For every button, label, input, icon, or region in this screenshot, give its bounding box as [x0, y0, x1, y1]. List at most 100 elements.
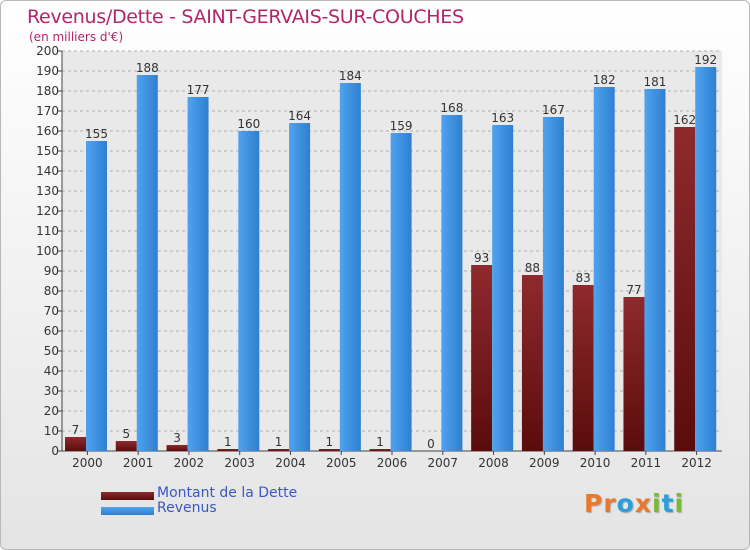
- logo-letter: i: [674, 489, 685, 518]
- x-tick-label: 2009: [529, 456, 560, 470]
- data-label-revenus: 177: [187, 83, 210, 97]
- bar-revenus: [136, 75, 158, 451]
- legend-label-dette: Montant de la Dette: [157, 485, 298, 501]
- x-tick-label: 2008: [478, 456, 509, 470]
- x-tick-label: 2010: [580, 456, 611, 470]
- y-tick-label: 20: [44, 404, 59, 418]
- bar-revenus: [492, 125, 514, 451]
- data-label-dette: 88: [525, 261, 540, 275]
- data-label-revenus: 182: [593, 73, 616, 87]
- bar-dette: [268, 449, 290, 451]
- y-tick-label: 180: [36, 84, 59, 98]
- data-label-dette: 7: [72, 423, 80, 437]
- y-tick-label: 140: [36, 164, 59, 178]
- data-label-revenus: 181: [644, 75, 667, 89]
- bar-revenus: [86, 141, 107, 451]
- bar-revenus: [644, 89, 666, 451]
- data-label-dette: 162: [673, 113, 696, 127]
- data-label-dette: 83: [576, 271, 591, 285]
- bar-dette: [623, 297, 645, 451]
- data-label-dette: 93: [474, 251, 489, 265]
- bar-dette: [217, 449, 239, 451]
- data-label-dette: 0: [427, 437, 435, 451]
- legend-swatch-revenus: [101, 507, 154, 515]
- data-label-dette: 1: [224, 435, 232, 449]
- data-label-revenus: 188: [136, 61, 159, 75]
- x-tick-label: 2002: [174, 456, 205, 470]
- logo-letter: o: [616, 489, 635, 518]
- x-tick-label: 2007: [427, 456, 458, 470]
- y-tick-label: 100: [36, 244, 59, 258]
- y-tick-label: 80: [44, 284, 59, 298]
- y-tick-label: 130: [36, 184, 59, 198]
- bar-revenus: [187, 97, 209, 451]
- legend-swatch-dette: [101, 492, 154, 500]
- x-tick-label: 2012: [681, 456, 712, 470]
- logo-letter: t: [661, 489, 675, 518]
- y-tick-label: 190: [36, 64, 59, 78]
- bar-revenus: [289, 123, 311, 451]
- data-label-revenus: 159: [390, 119, 413, 133]
- bar-revenus: [593, 87, 615, 451]
- legend-label-revenus: Revenus: [157, 500, 217, 516]
- data-label-revenus: 168: [440, 101, 463, 115]
- data-label-revenus: 163: [491, 111, 514, 125]
- data-label-dette: 5: [122, 427, 130, 441]
- bar-dette: [65, 437, 86, 451]
- bar-revenus: [339, 83, 361, 451]
- data-label-dette: 1: [376, 435, 384, 449]
- x-tick-label: 2006: [377, 456, 408, 470]
- y-tick-label: 120: [36, 204, 59, 218]
- y-tick-label: 0: [51, 444, 59, 458]
- data-label-dette: 1: [275, 435, 283, 449]
- data-label-revenus: 155: [85, 127, 108, 141]
- y-tick-label: 40: [44, 364, 59, 378]
- bar-dette: [674, 127, 696, 451]
- bar-revenus: [390, 133, 412, 451]
- chart-subtitle: (en milliers d'€): [29, 30, 124, 44]
- data-label-revenus: 164: [288, 109, 311, 123]
- bar-revenus: [695, 67, 717, 451]
- y-tick-label: 10: [44, 424, 59, 438]
- x-tick-label: 2001: [123, 456, 154, 470]
- bar-revenus: [542, 117, 564, 451]
- chart-title: Revenus/Dette - SAINT-GERVAIS-SUR-COUCHE…: [27, 6, 464, 28]
- logo-letter: i: [652, 489, 662, 518]
- y-tick-label: 150: [36, 144, 59, 158]
- bar-dette: [572, 285, 594, 451]
- y-tick-label: 170: [36, 104, 59, 118]
- y-tick-label: 30: [44, 384, 59, 398]
- x-tick-label: 2004: [275, 456, 306, 470]
- y-tick-label: 90: [44, 264, 59, 278]
- x-tick-label: 2005: [326, 456, 357, 470]
- bar-dette: [166, 445, 188, 451]
- y-tick-label: 160: [36, 124, 59, 138]
- data-label-dette: 3: [173, 431, 181, 445]
- data-label-dette: 1: [326, 435, 334, 449]
- bar-dette: [369, 449, 391, 451]
- logo-letter: P: [584, 489, 604, 518]
- y-tick-label: 200: [36, 44, 59, 58]
- data-label-revenus: 160: [237, 117, 260, 131]
- y-tick-label: 110: [36, 224, 59, 238]
- bar-dette: [521, 275, 543, 451]
- bar-revenus: [238, 131, 260, 451]
- bar-revenus: [441, 115, 463, 451]
- y-tick-label: 70: [44, 304, 59, 318]
- x-tick-label: 2003: [224, 456, 255, 470]
- bar-dette: [115, 441, 137, 451]
- logo-letter: x: [634, 489, 652, 518]
- data-label-revenus: 184: [339, 69, 362, 83]
- x-tick-label: 2000: [72, 456, 103, 470]
- proxiti-logo: Proxiti: [584, 489, 684, 518]
- x-tick-label: 2011: [631, 456, 662, 470]
- data-label-dette: 77: [626, 283, 641, 297]
- bar-dette: [471, 265, 493, 451]
- bar-dette: [318, 449, 340, 451]
- logo-letter: r: [603, 489, 617, 518]
- y-tick-label: 60: [44, 324, 59, 338]
- data-label-revenus: 192: [694, 53, 717, 67]
- y-tick-label: 50: [44, 344, 59, 358]
